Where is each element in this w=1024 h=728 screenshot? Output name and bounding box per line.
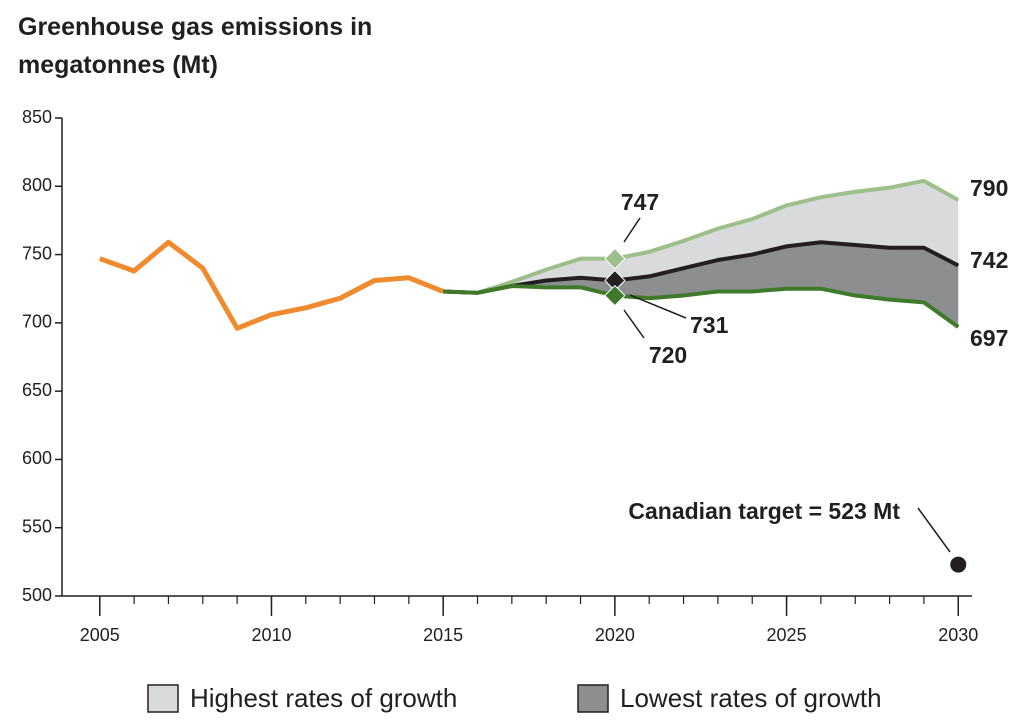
value-label: 747 bbox=[621, 189, 659, 215]
diamond-marker bbox=[604, 247, 626, 270]
band-area bbox=[443, 242, 959, 327]
y-tick-label: 600 bbox=[22, 448, 52, 468]
arrow bbox=[623, 217, 641, 243]
value-label: 742 bbox=[970, 247, 1008, 273]
y-tick-label: 550 bbox=[22, 516, 52, 536]
series-line bbox=[443, 178, 960, 295]
arrow bbox=[623, 309, 645, 339]
chart-title: Greenhouse gas emissions in megatonnes (… bbox=[18, 13, 373, 79]
series-line bbox=[98, 239, 445, 331]
x-tick-label: 2015 bbox=[423, 625, 463, 645]
x-tick-label: 2020 bbox=[595, 625, 635, 645]
y-tick-label: 850 bbox=[22, 107, 52, 127]
series-line bbox=[443, 283, 960, 329]
x-tick-label: 2010 bbox=[251, 625, 291, 645]
y-tick-label: 800 bbox=[22, 175, 52, 195]
legend-swatch bbox=[577, 684, 609, 713]
arrow bbox=[629, 294, 687, 319]
value-label: 697 bbox=[970, 325, 1008, 351]
target-point bbox=[950, 556, 967, 573]
diamond-marker bbox=[604, 284, 626, 307]
arrow bbox=[917, 507, 951, 553]
arrows bbox=[623, 217, 951, 553]
y-tick-label: 500 bbox=[22, 585, 52, 605]
value-label: 731 bbox=[690, 312, 729, 338]
x-tick-label: 2005 bbox=[80, 625, 120, 645]
plot: 500 550 600 650 700 750 800 850 2005 2010 2015 2020… bbox=[22, 107, 1008, 713]
value-label: 790 bbox=[970, 175, 1008, 201]
target-label: Canadian target = 523 Mt bbox=[628, 498, 900, 524]
x-tick-label: 2030 bbox=[938, 625, 978, 645]
value-label: 720 bbox=[649, 342, 687, 368]
series-line bbox=[443, 240, 960, 295]
y-tick-label: 750 bbox=[22, 243, 52, 263]
y-tick-label: 700 bbox=[22, 312, 52, 332]
y-tick-label: 650 bbox=[22, 380, 52, 400]
legend-label: Highest rates of growth bbox=[190, 683, 457, 713]
x-tick-label: 2025 bbox=[767, 625, 807, 645]
legend-swatch bbox=[147, 684, 179, 713]
legend-label: Lowest rates of growth bbox=[620, 683, 882, 713]
